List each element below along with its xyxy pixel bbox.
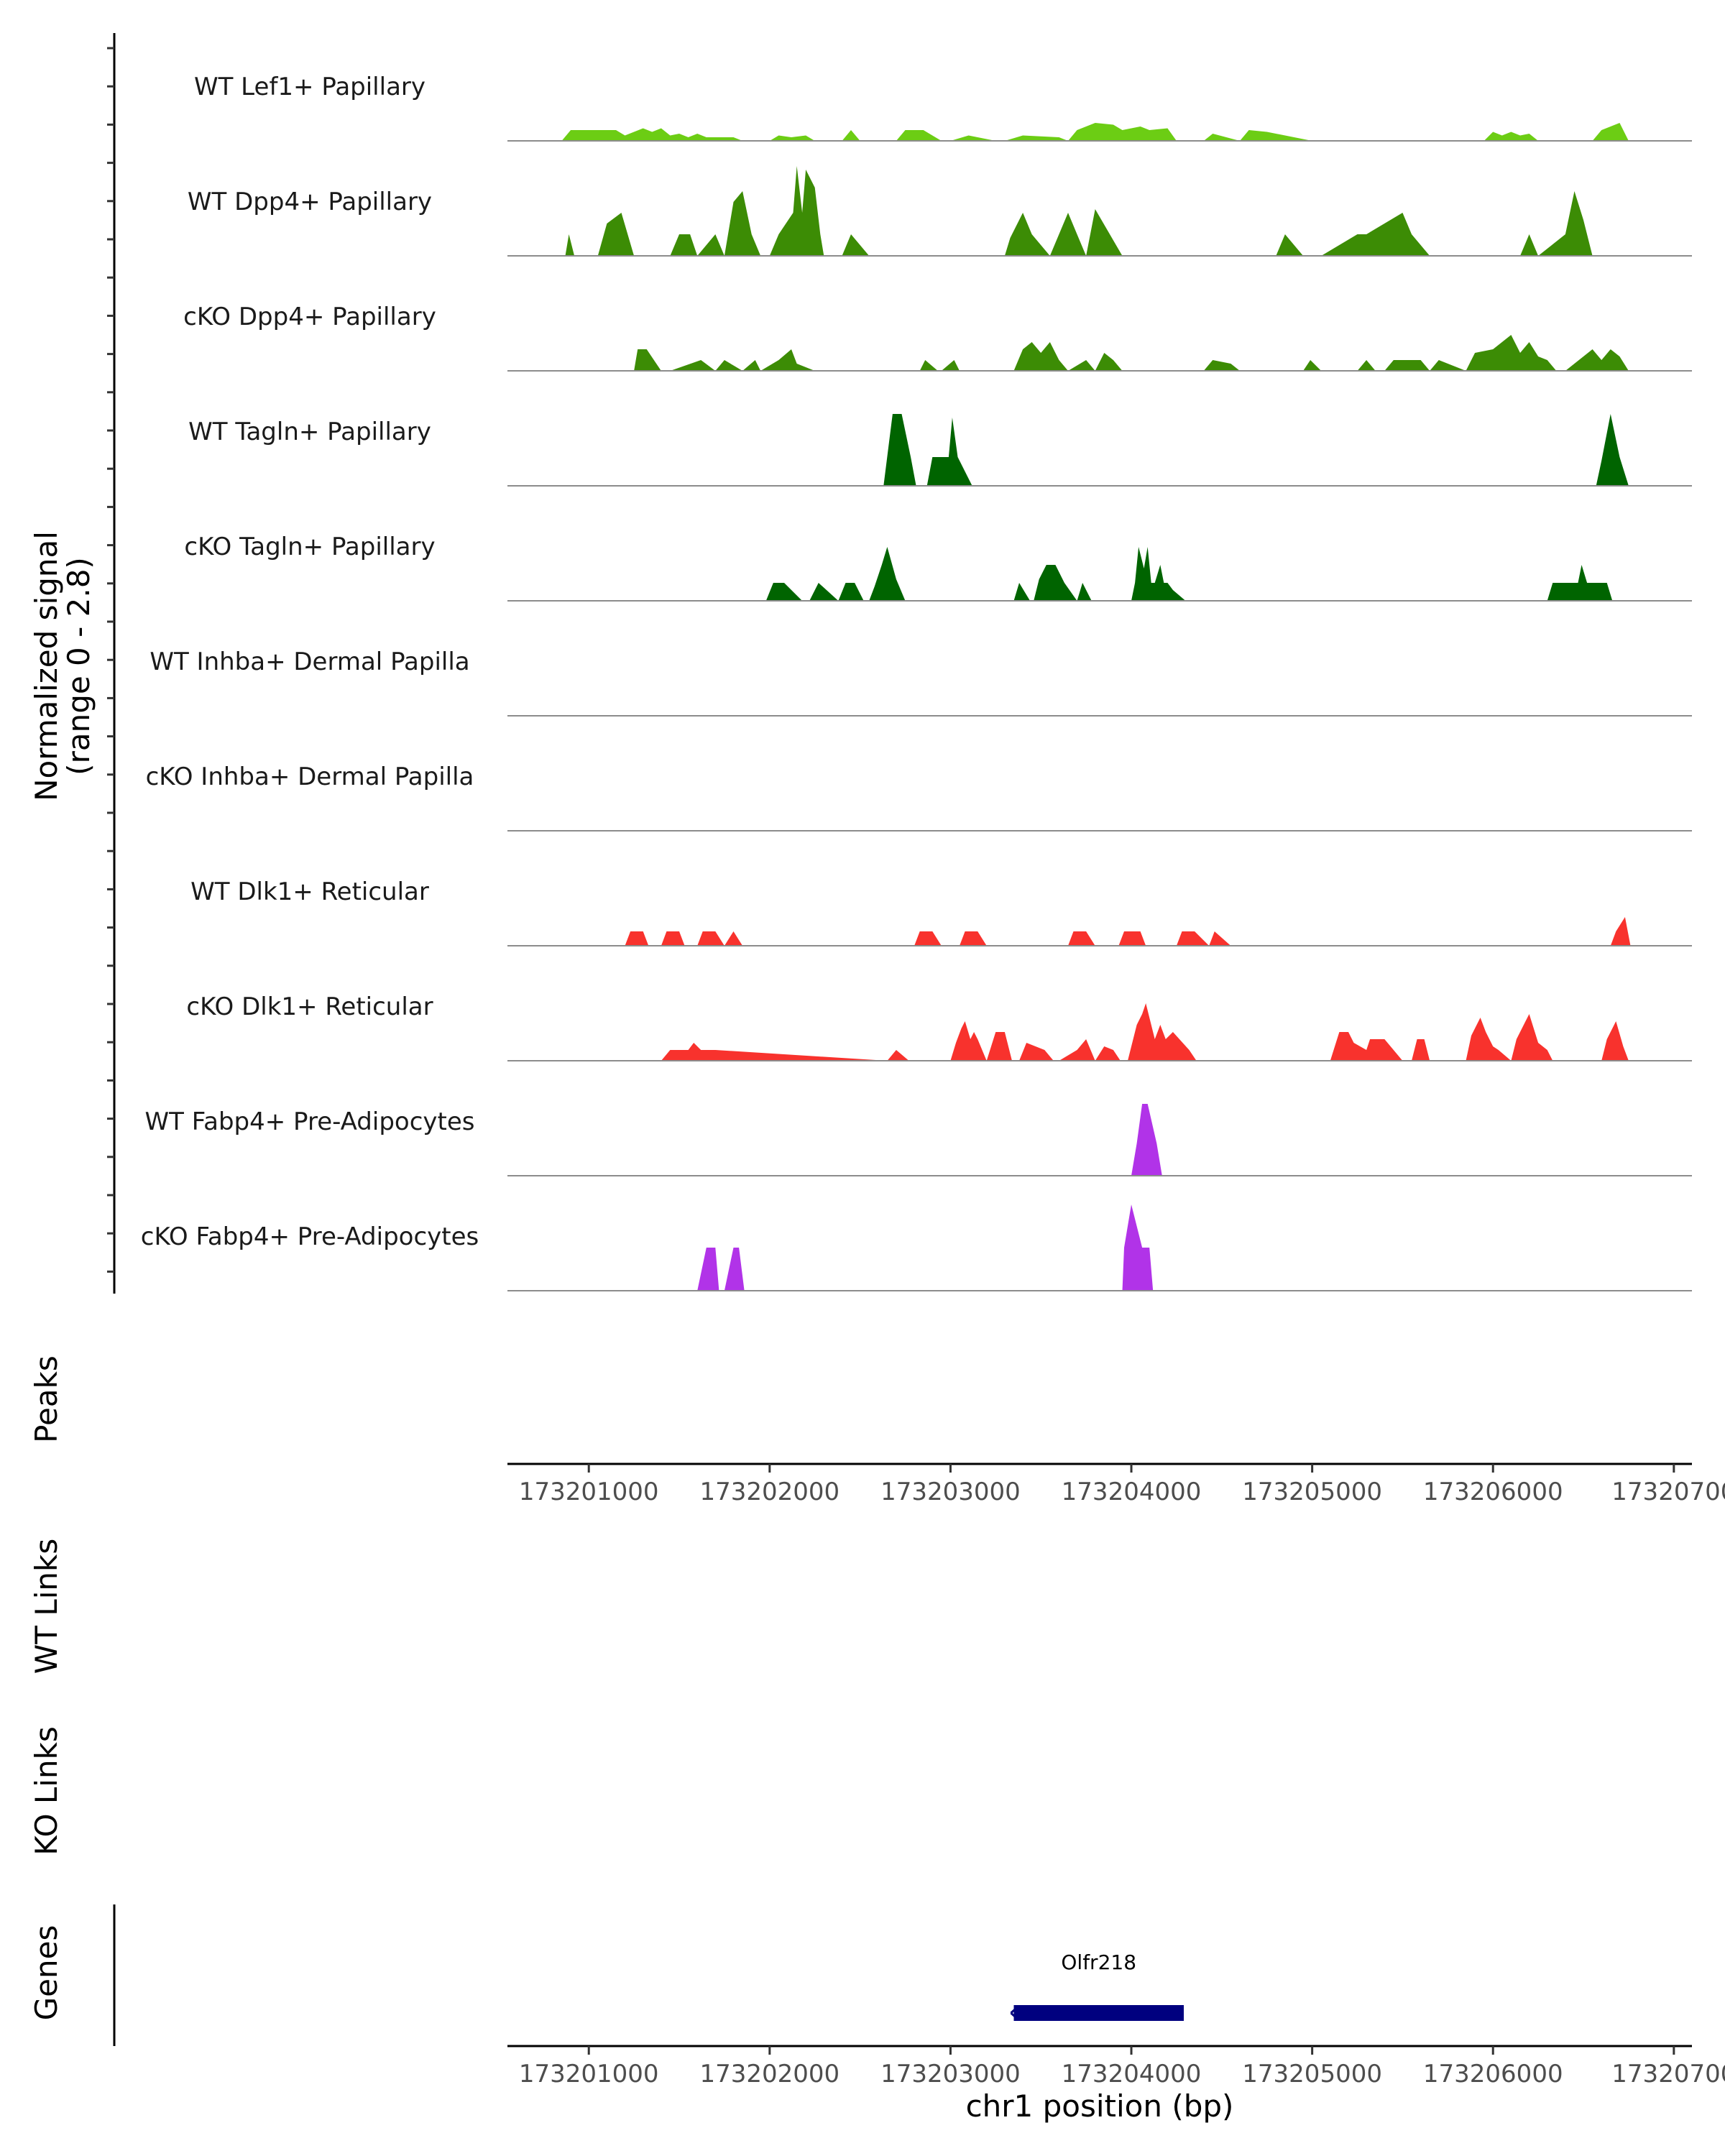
gene-label: Olfr218 (1061, 1950, 1136, 1974)
track-label: cKO Tagln+ Papillary (184, 533, 435, 561)
track-wt-tagln-papillary: WT Tagln+ Papillary (188, 414, 1692, 487)
x-axis-bottom: 173201000 173202000 173203000 173204000 1732… (519, 2046, 1725, 2088)
track-label: WT Dlk1+ Reticular (190, 877, 429, 906)
track-wt-dlk1-reticular: WT Dlk1+ Reticular (190, 877, 1692, 946)
coverage-area (561, 123, 1629, 141)
track-label: WT Dpp4+ Papillary (188, 188, 432, 216)
x-tick-label: 173204000 (1062, 1478, 1202, 1506)
x-tick-label: 173206000 (1423, 1478, 1563, 1506)
track-label: cKO Inhba+ Dermal Papilla (146, 763, 474, 791)
coverage-area (883, 414, 1629, 486)
x-tick-label: 173201000 (519, 1478, 659, 1506)
wt-links-track-label: WT Links (29, 1539, 64, 1674)
x-tick-label: 173203000 (880, 1478, 1021, 1506)
track-label: cKO Dlk1+ Reticular (186, 992, 433, 1021)
track-label: WT Fabp4+ Pre-Adipocytes (145, 1107, 475, 1136)
coverage-area (1131, 1104, 1162, 1176)
track-label: WT Inhba+ Dermal Papilla (150, 648, 469, 676)
x-tick-label: 173205000 (1242, 1478, 1382, 1506)
genes-track: Olfr218 (1010, 1950, 1184, 2021)
x-tick-label: 173203000 (880, 2060, 1021, 2088)
gene-olfr218: Olfr218 (1010, 1950, 1184, 2021)
ko-links-track-label: KO Links (29, 1726, 64, 1856)
x-tick-label: 17320700 (1611, 1478, 1725, 1506)
x-tick-label: 173206000 (1423, 2060, 1563, 2088)
track-wt-lef1-papillary: WT Lef1+ Papillary (194, 73, 1692, 142)
x-tick-label: 173202000 (699, 2060, 840, 2088)
track-wt-fabp4-pre-adipocytes: WT Fabp4+ Pre-Adipocytes (145, 1104, 1692, 1176)
x-tick-label: 173202000 (699, 1478, 840, 1506)
y-axis-range-label: (range 0 - 2.8) (61, 557, 96, 775)
track-wt-inhba-dermal-papilla: WT Inhba+ Dermal Papilla (150, 648, 1692, 717)
x-tick-label: 17320700 (1611, 2060, 1725, 2088)
x-tick-label: 173205000 (1242, 2060, 1382, 2088)
coverage-area (625, 917, 1631, 946)
coverage-area (661, 1003, 1629, 1061)
y-axis-title: Normalized signal (29, 531, 64, 801)
coverage-area (565, 166, 1593, 256)
coverage-area (634, 335, 1629, 371)
peaks-track-label: Peaks (29, 1355, 64, 1443)
track-cko-tagln-papillary: cKO Tagln+ Papillary (184, 533, 1692, 602)
coverage-area (765, 547, 1613, 601)
coverage-y-axis (107, 33, 116, 1294)
x-tick-label: 173201000 (519, 2060, 659, 2088)
track-cko-dlk1-reticular: cKO Dlk1+ Reticular (186, 992, 1692, 1061)
genes-track-label: Genes (29, 1925, 64, 2021)
track-cko-dpp4-papillary: cKO Dpp4+ Papillary (183, 303, 1692, 372)
x-tick-label: 173204000 (1062, 2060, 1202, 2088)
coverage-area (697, 1204, 1154, 1291)
gene-body (1013, 2005, 1184, 2021)
strand-arrow-icon (1010, 2005, 1019, 2021)
track-cko-fabp4-pre-adipocytes: cKO Fabp4+ Pre-Adipocytes (141, 1204, 1692, 1291)
track-label: cKO Fabp4+ Pre-Adipocytes (141, 1222, 479, 1251)
track-wt-dpp4-papillary: WT Dpp4+ Papillary (188, 166, 1692, 257)
track-cko-inhba-dermal-papilla: cKO Inhba+ Dermal Papilla (146, 763, 1692, 831)
x-axis-title: chr1 position (bp) (966, 2088, 1234, 2124)
coverage-tracks: WT Lef1+ Papillary WT Dpp4+ Papillary cKO … (141, 73, 1692, 1291)
track-label: WT Lef1+ Papillary (194, 73, 426, 101)
track-label: cKO Dpp4+ Papillary (183, 303, 436, 331)
x-axis-top: 173201000 173202000 173203000 173204000 1732… (519, 1464, 1725, 1506)
track-label: WT Tagln+ Papillary (188, 418, 431, 446)
